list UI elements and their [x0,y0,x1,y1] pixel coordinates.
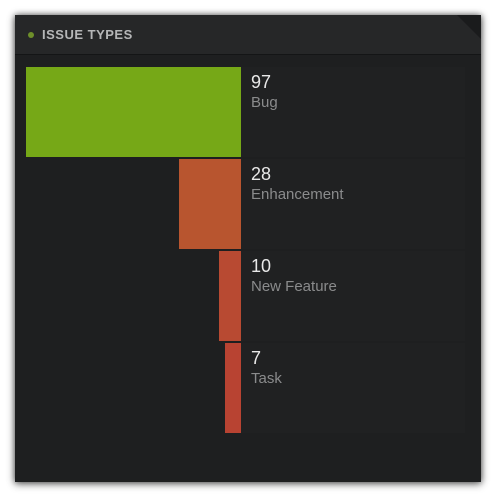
bar-category-label: New Feature [251,278,337,295]
bar-category-label: Bug [251,94,278,111]
bar-row-bug [241,67,465,157]
widget-title: ISSUE TYPES [42,27,133,42]
bar-row-task [241,343,465,433]
bar-row-new-feature [241,251,465,341]
bar-bug[interactable] [26,67,241,157]
issue-types-widget: ISSUE TYPES 97 Bug 28 Enhancement 10 New Feat… [15,15,481,482]
bar-value-label: 7 [251,348,262,368]
bar-value-label: 97 [251,72,272,92]
bar-category-label: Task [251,370,282,387]
bar-category-label: Enhancement [251,186,344,203]
issue-types-chart: 97 Bug 28 Enhancement 10 New Feature 7 Task [15,15,481,482]
widget-header: ISSUE TYPES [15,15,481,55]
bar-value-label: 10 [251,256,272,276]
bar-enhancement[interactable] [179,159,241,249]
corner-fold-icon [457,15,481,39]
bar-value-label: 28 [251,164,272,184]
bar-task[interactable] [225,343,241,433]
status-dot-icon [28,32,34,38]
bar-new-feature[interactable] [219,251,241,341]
bar-row-enhancement [241,159,465,249]
